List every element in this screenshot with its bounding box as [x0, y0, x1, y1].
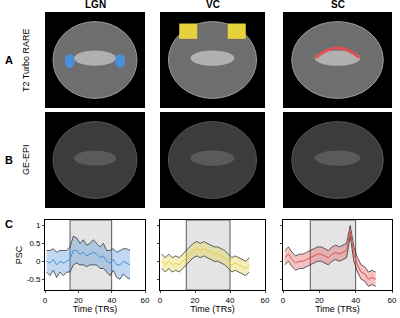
svg-text:40: 40 — [226, 296, 235, 305]
svg-text:C: C — [5, 218, 13, 230]
svg-text:40: 40 — [107, 296, 116, 305]
svg-text:LGN: LGN — [85, 0, 106, 10]
svg-text:60: 60 — [261, 296, 270, 305]
svg-text:0: 0 — [158, 296, 163, 305]
svg-text:PSC: PSC — [14, 245, 24, 264]
svg-text:20: 20 — [74, 296, 83, 305]
svg-text:T2 Turbo RARE: T2 Turbo RARE — [21, 28, 31, 92]
svg-text:20: 20 — [315, 296, 324, 305]
svg-text:GE-EPI: GE-EPI — [21, 144, 31, 175]
svg-text:60: 60 — [141, 296, 150, 305]
svg-text:0: 0 — [281, 296, 286, 305]
svg-text:-0.5: -0.5 — [27, 275, 41, 284]
svg-text:Time (TRs): Time (TRs) — [73, 305, 118, 315]
svg-text:VC: VC — [206, 0, 220, 10]
svg-text:A: A — [5, 54, 13, 66]
svg-text:40: 40 — [351, 296, 360, 305]
svg-text:SC: SC — [331, 0, 345, 10]
svg-text:60: 60 — [388, 296, 397, 305]
svg-text:Time (TRs): Time (TRs) — [315, 305, 360, 315]
svg-text:Time (TRs): Time (TRs) — [190, 305, 235, 315]
svg-text:0: 0 — [43, 296, 48, 305]
svg-text:20: 20 — [191, 296, 200, 305]
svg-text:1: 1 — [36, 221, 41, 230]
svg-text:0: 0 — [36, 257, 41, 266]
svg-text:B: B — [5, 154, 13, 166]
svg-text:0.5: 0.5 — [29, 239, 41, 248]
